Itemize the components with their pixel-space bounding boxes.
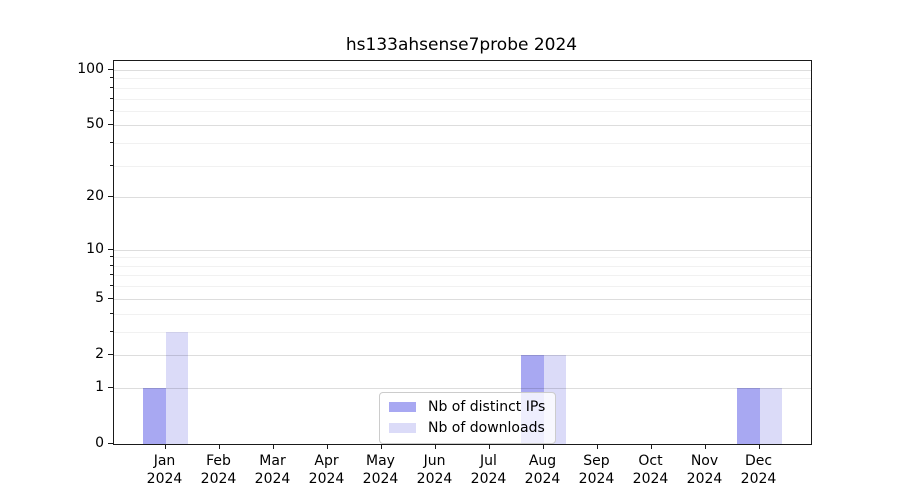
legend-item-downloads: Nb of downloads <box>389 420 545 436</box>
xtick-label-jan: Jan 2024 <box>129 452 201 488</box>
xtick-month: Aug <box>528 453 557 469</box>
bar-downloads-dec <box>759 387 782 444</box>
bar-distinct-ips-dec <box>737 387 760 444</box>
ytick-minor-mark-40 <box>110 142 113 144</box>
xtick-month: Mar <box>259 453 286 469</box>
ytick-label-1: 1 <box>95 378 104 395</box>
xtick-label-may: May 2024 <box>345 452 417 488</box>
xtick-month: Jul <box>480 453 497 469</box>
legend-label-downloads: Nb of downloads <box>428 420 545 436</box>
bar-distinct-ips-jan <box>143 387 166 444</box>
xtick-year: 2024 <box>740 471 777 487</box>
xtick-mark-may <box>380 444 382 449</box>
xtick-month: Apr <box>314 453 339 469</box>
ytick-minor-mark-6 <box>110 285 113 287</box>
xtick-mark-sep <box>596 444 598 449</box>
xtick-label-nov: Nov 2024 <box>669 452 741 488</box>
xtick-year: 2024 <box>524 471 561 487</box>
ytick-minor-mark-7 <box>110 274 113 276</box>
ytick-minor-mark-80 <box>110 86 113 88</box>
xtick-mark-feb <box>218 444 220 449</box>
xtick-month: Nov <box>690 453 719 469</box>
legend: Nb of distinct IPs Nb of downloads <box>379 392 557 444</box>
xtick-month: Oct <box>638 453 663 469</box>
ytick-label-10: 10 <box>86 240 104 257</box>
xtick-year: 2024 <box>578 471 615 487</box>
ytick-label-100: 100 <box>77 60 104 77</box>
ytick-label-50: 50 <box>86 116 104 133</box>
ytick-mark-10 <box>108 248 113 250</box>
legend-label-distinct-ips: Nb of distinct IPs <box>428 399 546 415</box>
ytick-minor-mark-3 <box>110 330 113 332</box>
xtick-label-jul: Jul 2024 <box>453 452 525 488</box>
ytick-minor-mark-9 <box>110 256 113 258</box>
ytick-minor-mark-4 <box>110 312 113 314</box>
ytick-mark-2 <box>108 353 113 355</box>
xtick-label-apr: Apr 2024 <box>291 452 363 488</box>
xtick-year: 2024 <box>686 471 723 487</box>
ytick-label-20: 20 <box>86 188 104 205</box>
xtick-year: 2024 <box>416 471 453 487</box>
xtick-mark-apr <box>326 444 328 449</box>
xtick-year: 2024 <box>200 471 237 487</box>
xtick-mark-jan <box>164 444 166 449</box>
ytick-mark-1 <box>108 386 113 388</box>
ytick-minor-mark-30 <box>110 164 113 166</box>
legend-swatch-downloads <box>389 423 416 433</box>
xtick-mark-aug <box>542 444 544 449</box>
chart-title: hs133ahsense7probe 2024 <box>345 35 578 55</box>
ytick-mark-0 <box>108 443 113 444</box>
xtick-mark-jun <box>434 444 436 449</box>
xtick-label-aug: Aug 2024 <box>507 452 579 488</box>
xtick-month: Sep <box>583 453 610 469</box>
xtick-year: 2024 <box>470 471 507 487</box>
ytick-minor-mark-70 <box>110 97 113 99</box>
xtick-mark-dec <box>758 444 760 449</box>
ytick-mark-50 <box>108 124 113 126</box>
ytick-label-5: 5 <box>95 289 104 306</box>
bar-downloads-jan <box>165 331 188 444</box>
xtick-label-jun: Jun 2024 <box>399 452 471 488</box>
ytick-mark-100 <box>108 68 113 70</box>
xtick-year: 2024 <box>254 471 291 487</box>
bars-layer <box>114 61 811 444</box>
xtick-month: Jan <box>153 453 176 469</box>
ytick-mark-5 <box>108 297 113 299</box>
xtick-mark-mar <box>272 444 274 449</box>
xtick-mark-jul <box>488 444 490 449</box>
xtick-label-sep: Sep 2024 <box>561 452 633 488</box>
xtick-label-mar: Mar 2024 <box>237 452 309 488</box>
ytick-label-0: 0 <box>95 435 104 451</box>
plot-area: Nb of distinct IPs Nb of downloads <box>113 60 812 445</box>
xtick-year: 2024 <box>308 471 345 487</box>
xtick-year: 2024 <box>146 471 183 487</box>
legend-item-distinct-ips: Nb of distinct IPs <box>389 399 545 415</box>
xtick-month: Jun <box>423 453 446 469</box>
xtick-mark-oct <box>650 444 652 449</box>
ytick-minor-mark-90 <box>110 77 113 79</box>
xtick-mark-nov <box>704 444 706 449</box>
xtick-label-feb: Feb 2024 <box>183 452 255 488</box>
xtick-month: Feb <box>206 453 231 469</box>
ytick-label-2: 2 <box>95 345 104 362</box>
xtick-month: Dec <box>744 453 773 469</box>
xtick-label-dec: Dec 2024 <box>723 452 795 488</box>
ytick-minor-mark-60 <box>110 109 113 111</box>
xtick-year: 2024 <box>362 471 399 487</box>
xtick-month: May <box>366 453 395 469</box>
ytick-mark-20 <box>108 196 113 198</box>
ytick-minor-mark-8 <box>110 264 113 266</box>
xtick-year: 2024 <box>632 471 669 487</box>
legend-swatch-distinct-ips <box>389 402 416 412</box>
xtick-label-oct: Oct 2024 <box>615 452 687 488</box>
